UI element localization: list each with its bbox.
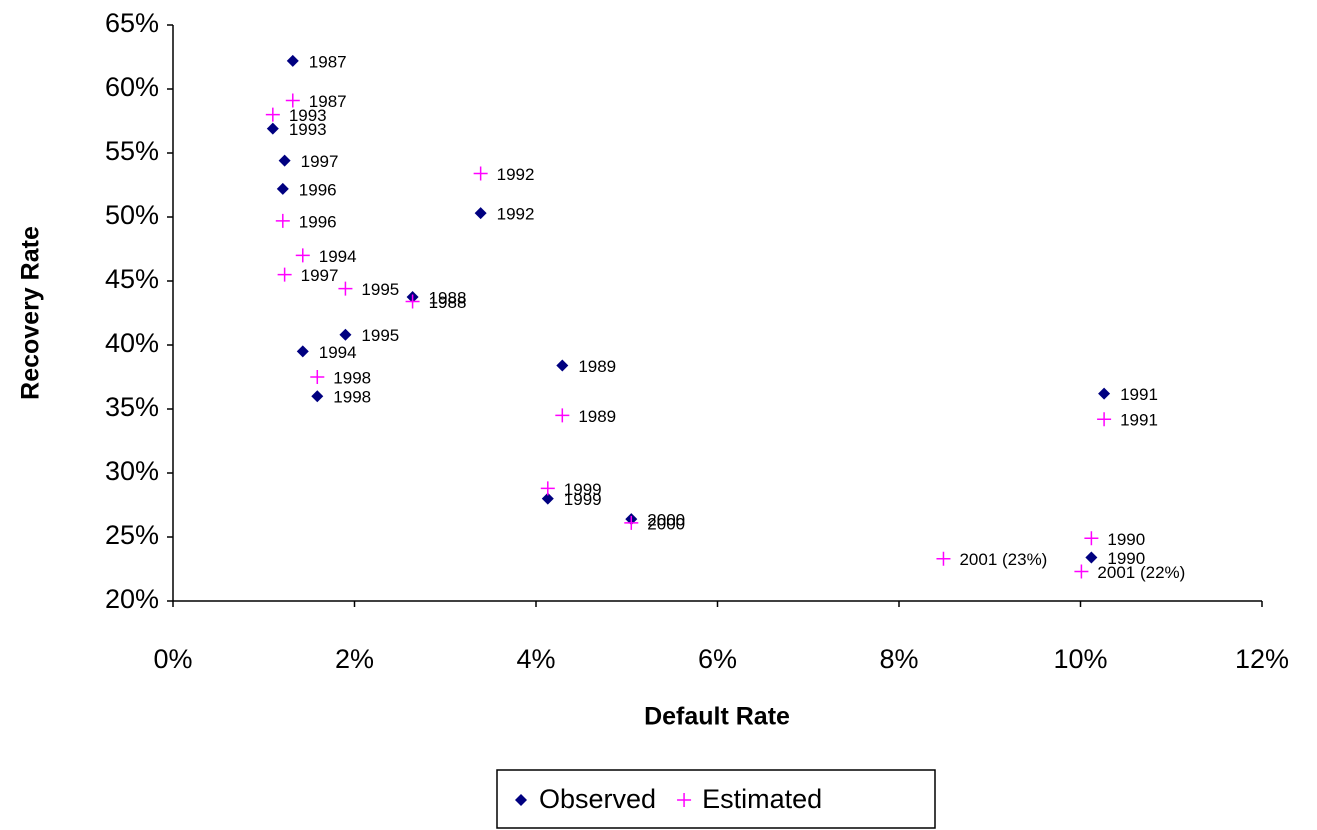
point-label: 2000 bbox=[647, 511, 685, 530]
x-tick-label: 12% bbox=[1235, 644, 1289, 674]
point-label: 1991 bbox=[1120, 385, 1158, 404]
y-tick-label: 40% bbox=[105, 328, 159, 358]
point-label: 1996 bbox=[299, 212, 337, 231]
y-tick-label: 50% bbox=[105, 200, 159, 230]
point-label: 1991 bbox=[1120, 411, 1158, 430]
legend-marker bbox=[515, 794, 527, 806]
estimated-point bbox=[624, 515, 639, 530]
estimated-point bbox=[1084, 531, 1099, 546]
point-label: 1999 bbox=[564, 480, 602, 499]
observed-point bbox=[311, 390, 324, 403]
point-label: 1992 bbox=[497, 205, 535, 224]
point-label: 1999 bbox=[564, 490, 602, 509]
observed-point bbox=[541, 492, 554, 505]
estimated-point bbox=[936, 551, 951, 566]
observed-point bbox=[556, 359, 569, 372]
point-label: 1995 bbox=[361, 280, 399, 299]
estimated-point bbox=[285, 93, 300, 108]
x-tick-label: 2% bbox=[335, 644, 374, 674]
estimated-point bbox=[265, 107, 280, 122]
point-label: 1997 bbox=[301, 266, 339, 285]
point-label: 1992 bbox=[497, 165, 535, 184]
point-label: 1988 bbox=[429, 293, 467, 312]
point-label: 1993 bbox=[289, 106, 327, 125]
y-tick-label: 65% bbox=[105, 8, 159, 38]
point-label: 1987 bbox=[309, 92, 347, 111]
estimated-point bbox=[540, 481, 555, 496]
observed-point bbox=[286, 54, 299, 67]
point-label: 1998 bbox=[333, 388, 371, 407]
legend-box bbox=[496, 769, 936, 829]
observed-point bbox=[296, 345, 309, 358]
point-label: 1989 bbox=[578, 407, 616, 426]
point-label: 1990 bbox=[1107, 530, 1145, 549]
observed-point bbox=[339, 328, 352, 341]
x-tick-label: 6% bbox=[698, 644, 737, 674]
legend-label: Observed bbox=[539, 784, 656, 814]
x-tick-label: 10% bbox=[1053, 644, 1107, 674]
point-label: 1995 bbox=[361, 326, 399, 345]
x-tick-label: 4% bbox=[516, 644, 555, 674]
observed-point bbox=[276, 182, 289, 195]
y-axis-title: Recovery Rate bbox=[17, 226, 45, 400]
x-tick-label: 0% bbox=[153, 644, 192, 674]
point-label: 1987 bbox=[309, 52, 347, 71]
y-tick-label: 30% bbox=[105, 456, 159, 486]
y-tick-label: 55% bbox=[105, 136, 159, 166]
point-label: 1994 bbox=[319, 247, 357, 266]
point-label: 2001 (22%) bbox=[1097, 563, 1185, 582]
observed-point bbox=[266, 122, 279, 135]
observed-point bbox=[474, 207, 487, 220]
point-label: 2001 (23%) bbox=[959, 550, 1047, 569]
point-label: 1994 bbox=[319, 343, 357, 362]
observed-point bbox=[278, 154, 291, 167]
point-label: 1988 bbox=[429, 288, 467, 307]
y-tick-label: 20% bbox=[105, 584, 159, 614]
estimated-point bbox=[295, 248, 310, 263]
legend-label: Estimated bbox=[702, 784, 822, 814]
estimated-point bbox=[338, 281, 353, 296]
point-label: 2000 bbox=[647, 514, 685, 533]
y-tick-label: 45% bbox=[105, 264, 159, 294]
estimated-point bbox=[1097, 412, 1112, 427]
point-label: 1996 bbox=[299, 180, 337, 199]
observed-point bbox=[1085, 551, 1098, 564]
point-label: 1993 bbox=[289, 120, 327, 139]
x-tick-label: 8% bbox=[879, 644, 918, 674]
point-label: 1989 bbox=[578, 357, 616, 376]
estimated-point bbox=[405, 294, 420, 309]
point-label: 1997 bbox=[301, 152, 339, 171]
estimated-point bbox=[275, 213, 290, 228]
estimated-point bbox=[555, 408, 570, 423]
observed-point bbox=[1098, 387, 1111, 400]
x-axis-title: Default Rate bbox=[644, 703, 790, 731]
estimated-point bbox=[1074, 564, 1089, 579]
y-tick-label: 35% bbox=[105, 392, 159, 422]
point-label: 1990 bbox=[1107, 549, 1145, 568]
estimated-point bbox=[473, 166, 488, 181]
point-label: 1998 bbox=[333, 368, 371, 387]
legend-marker bbox=[677, 793, 692, 807]
y-tick-label: 25% bbox=[105, 520, 159, 550]
estimated-point bbox=[310, 370, 325, 384]
estimated-point bbox=[277, 267, 292, 282]
y-tick-label: 60% bbox=[105, 72, 159, 102]
